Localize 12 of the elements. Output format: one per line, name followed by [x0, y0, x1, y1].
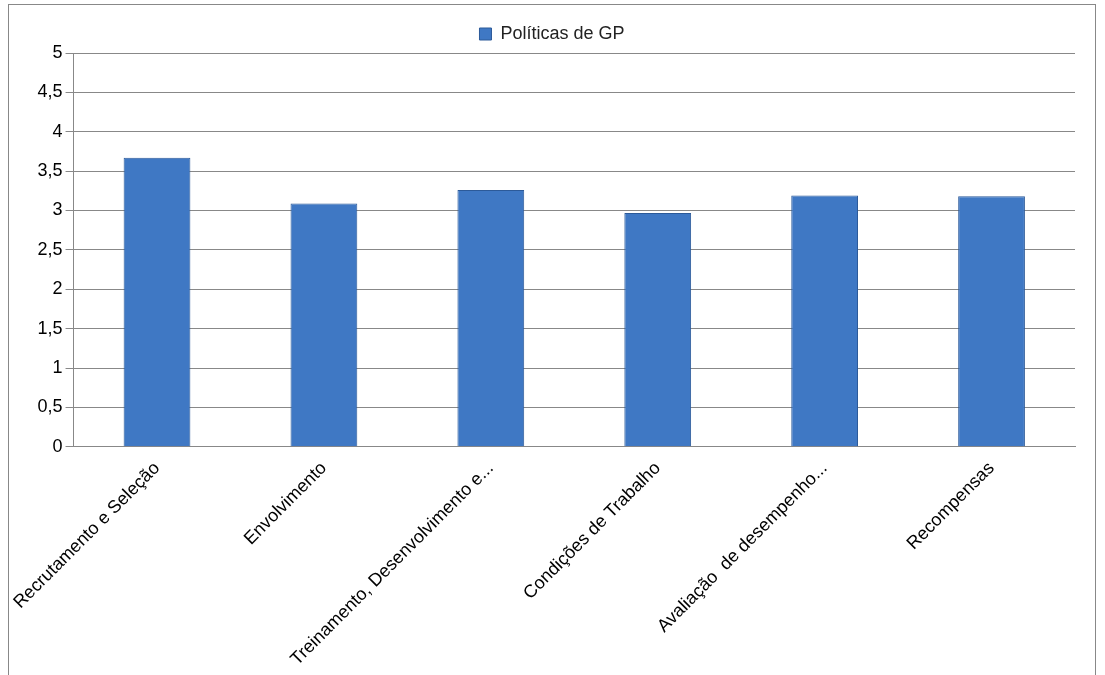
legend-label: Políticas de GP [500, 22, 625, 43]
y-tick-label: 2,5 [37, 238, 63, 259]
y-tick-label: 0,5 [37, 396, 63, 417]
y-tick-label: 1 [52, 357, 63, 378]
y-tick-label: 5 [52, 41, 63, 62]
y-tick-label: 2 [52, 278, 63, 299]
y-tick-label: 4 [52, 120, 63, 141]
y-tick-label: 4,5 [37, 81, 63, 102]
y-tick-label: 0 [52, 435, 63, 456]
y-tick-label: 1,5 [37, 317, 63, 338]
y-tick-label: 3,5 [37, 160, 63, 181]
y-tick-label: 3 [52, 199, 63, 220]
